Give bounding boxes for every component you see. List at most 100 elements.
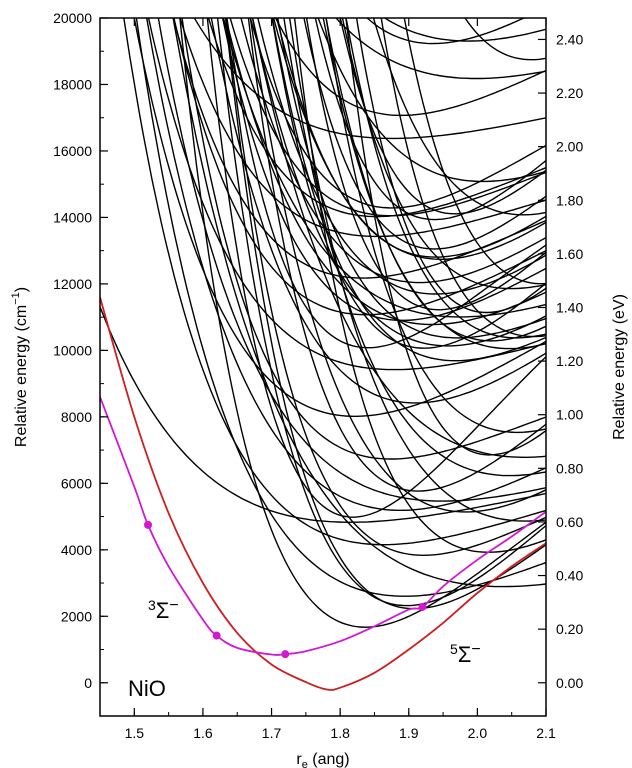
y-axis-left-ticks: 0 2000 4000 6000 8000 10000 12000 14000 16000 180… <box>53 10 108 717</box>
x-tick-label: 1.9 <box>399 725 419 741</box>
excited-state-curve <box>249 18 546 513</box>
y2-tick-label: 2.20 <box>556 85 583 101</box>
excited-state-curve <box>317 18 546 183</box>
excited-state-curve <box>133 18 546 418</box>
excited-state-curve <box>366 18 526 45</box>
excited-state-curve <box>240 18 546 284</box>
excited-state-curve <box>372 18 546 216</box>
series-point-3sigma <box>144 520 153 529</box>
series-label-3sigma: 3Σ− <box>148 597 179 623</box>
y-axis-left-title: Relative energy (cm−1) <box>10 287 30 447</box>
x-tick-label: 1.5 <box>125 725 145 741</box>
y-tick-label: 6000 <box>61 475 92 491</box>
y2-tick-label: 0.60 <box>556 514 583 530</box>
series-markers <box>144 520 427 659</box>
excited-state-curve <box>403 18 546 285</box>
y2-tick-label: 2.40 <box>556 31 583 47</box>
x-tick-label: 2.0 <box>468 725 488 741</box>
y-tick-label: 16000 <box>53 143 92 159</box>
excited-state-curve <box>293 18 546 553</box>
x-axis-title: re (ang) <box>296 751 349 768</box>
excited-state-curve <box>216 18 546 607</box>
x-tick-label: 1.7 <box>262 725 282 741</box>
excited-state-curve <box>249 18 546 209</box>
excited-state-curve <box>206 18 546 518</box>
excited-state-curve <box>339 18 546 215</box>
excited-state-curve <box>355 18 546 314</box>
y2-tick-label: 0.00 <box>556 675 583 691</box>
excited-state-curve <box>173 18 546 316</box>
excited-state-curve <box>341 18 546 290</box>
excited-state-curve <box>157 18 546 502</box>
excited-state-curve <box>303 18 546 250</box>
molecule-label: NiO <box>128 676 166 701</box>
excited-state-curve <box>135 18 546 597</box>
y2-tick-label: 1.40 <box>556 299 583 315</box>
excited-state-curve <box>179 18 546 238</box>
excited-state-curve <box>314 18 546 221</box>
excited-state-curve <box>229 18 546 217</box>
series-line-5sigma <box>100 296 546 691</box>
y2-tick-label: 0.80 <box>556 460 583 476</box>
series-label-5sigma: 5Σ− <box>450 641 481 667</box>
x-axis-ticks: 1.5 1.6 1.7 1.8 1.9 2.0 2.1 <box>99 18 556 741</box>
y2-tick-label: 0.20 <box>556 621 583 637</box>
excited-state-curve <box>283 18 546 477</box>
y-tick-label: 20000 <box>53 10 92 26</box>
excited-state-curve <box>179 18 546 628</box>
y2-tick-label: 0.40 <box>556 568 583 584</box>
excited-state-curve <box>181 18 546 460</box>
excited-state-curve <box>272 18 546 261</box>
excited-state-curve <box>345 18 546 456</box>
excited-state-curve <box>305 18 546 311</box>
y2-tick-label: 1.00 <box>556 407 583 423</box>
series-point-3sigma <box>212 631 221 640</box>
y2-tick-label: 1.20 <box>556 353 583 369</box>
x-tick-label: 2.1 <box>536 725 556 741</box>
y-tick-label: 14000 <box>53 209 92 225</box>
y-axis-right-title: Relative energy (eV) <box>611 294 628 440</box>
y-tick-label: 12000 <box>53 276 92 292</box>
y-tick-label: 4000 <box>61 542 92 558</box>
excited-state-curve <box>172 18 546 588</box>
y-tick-label: 0 <box>84 675 92 691</box>
y-tick-label: 18000 <box>53 76 92 92</box>
y2-tick-label: 1.60 <box>556 246 583 262</box>
excited-state-curve <box>225 18 546 326</box>
excited-state-curve <box>193 18 546 140</box>
excited-state-curve <box>221 18 546 322</box>
excited-state-curve <box>335 18 546 80</box>
x-tick-label: 1.6 <box>193 725 213 741</box>
excited-state-curve <box>288 18 546 522</box>
excited-state-curve <box>274 18 546 117</box>
excited-state-curves <box>100 18 546 628</box>
excited-state-curve <box>226 18 546 349</box>
excited-state-curve <box>222 18 546 318</box>
y2-tick-label: 1.80 <box>556 192 583 208</box>
excited-state-curve <box>325 18 546 342</box>
y-tick-label: 8000 <box>61 409 92 425</box>
y-tick-label: 2000 <box>61 608 92 624</box>
y-tick-label: 10000 <box>53 342 92 358</box>
excited-state-curve <box>147 18 546 371</box>
excited-state-curve <box>322 18 546 350</box>
excited-state-curve <box>325 18 546 434</box>
y2-tick-label: 2.00 <box>556 139 583 155</box>
excited-state-curve <box>277 18 546 339</box>
excited-state-curve <box>383 18 546 42</box>
plot-frame <box>99 17 547 717</box>
series-line-3sigma <box>100 396 546 656</box>
y-axis-right-ticks: 0.00 0.20 0.40 0.60 0.80 1.00 1.20 1.40 1.60 1.80… <box>538 31 583 691</box>
excited-state-curve <box>271 18 546 349</box>
excited-state-curve <box>257 18 546 295</box>
excited-state-curve <box>251 18 546 347</box>
excited-state-curve <box>145 18 546 512</box>
excited-state-curve <box>100 306 546 523</box>
highlighted-series <box>100 296 546 691</box>
excited-state-curve <box>172 18 546 279</box>
series-point-3sigma <box>418 602 427 611</box>
excited-state-curve <box>251 18 546 459</box>
excited-state-curve <box>345 18 546 339</box>
excited-state-curve <box>464 18 546 61</box>
